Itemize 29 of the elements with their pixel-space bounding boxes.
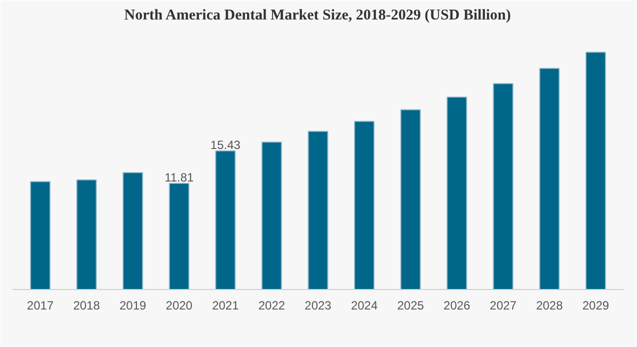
data-label: 15.43 bbox=[210, 138, 241, 152]
bar bbox=[215, 150, 236, 290]
x-tick-label: 2021 bbox=[212, 298, 240, 312]
bar bbox=[76, 179, 97, 290]
x-tick-label: 2025 bbox=[397, 298, 424, 312]
bar bbox=[354, 120, 375, 290]
x-tick-label: 2027 bbox=[490, 298, 517, 312]
x-tick-label: 2018 bbox=[73, 298, 100, 312]
bar bbox=[122, 172, 144, 290]
x-tick-label: 2029 bbox=[582, 298, 610, 312]
bar bbox=[492, 83, 514, 290]
x-tick-label: 2024 bbox=[350, 298, 378, 312]
bar bbox=[400, 109, 421, 290]
x-tick-label: 2023 bbox=[304, 298, 332, 312]
x-tick-label: 2022 bbox=[258, 298, 286, 312]
bar bbox=[168, 182, 190, 290]
bar bbox=[446, 96, 468, 290]
data-label: 11.81 bbox=[164, 170, 194, 184]
x-tick-label: 2019 bbox=[120, 298, 147, 312]
x-tick-label: 2026 bbox=[444, 298, 471, 312]
x-tick-label: 2017 bbox=[26, 298, 54, 312]
chart-title: North America Dental Market Size, 2018-2029 (USD Billion) bbox=[124, 8, 511, 24]
bar bbox=[308, 130, 328, 290]
bar bbox=[586, 52, 606, 290]
bar bbox=[30, 181, 50, 290]
bar bbox=[261, 142, 282, 290]
x-tick-label: 2020 bbox=[166, 298, 193, 312]
bar bbox=[539, 68, 560, 290]
x-tick-label: 2028 bbox=[536, 298, 564, 312]
